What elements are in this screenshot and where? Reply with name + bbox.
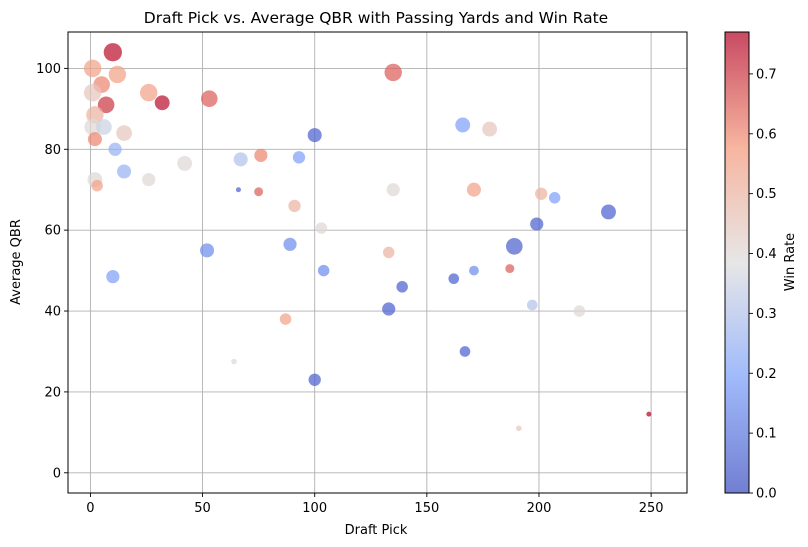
scatter-point xyxy=(91,179,103,192)
colorbar-label: Win Rate xyxy=(783,233,798,291)
scatter-point xyxy=(505,264,515,274)
scatter-point xyxy=(601,204,616,220)
scatter-point xyxy=(108,65,127,84)
scatter-point xyxy=(506,238,523,255)
colorbar-tick-label: 0.2 xyxy=(756,367,777,382)
scatter-point xyxy=(177,155,193,171)
scatter-point xyxy=(448,273,460,285)
scatter-point xyxy=(87,132,102,147)
scatter-point xyxy=(455,117,471,133)
scatter-point xyxy=(573,305,586,317)
scatter-point xyxy=(548,192,561,204)
scatter-point xyxy=(254,187,264,197)
x-tick-label: 150 xyxy=(414,501,439,516)
x-tick-label: 50 xyxy=(194,501,211,516)
x-tick-label: 0 xyxy=(86,501,94,516)
scatter-point xyxy=(292,151,306,164)
y-axis-ticks: 0 20 40 60 80 100 xyxy=(36,62,68,481)
scatter-point xyxy=(279,313,292,325)
scatter-point xyxy=(231,358,237,365)
scatter-point xyxy=(106,270,120,284)
colorbar xyxy=(725,32,749,493)
scatter-point xyxy=(382,302,396,316)
scatter-point xyxy=(142,173,156,187)
colorbar-tick-label: 0.0 xyxy=(756,487,777,502)
colorbar-tick-label: 0.3 xyxy=(756,307,777,322)
y-tick-label: 80 xyxy=(44,143,61,158)
colorbar-ticks: 0.0 0.1 0.2 0.3 0.4 0.5 0.6 0.7 xyxy=(749,67,777,502)
scatter-point xyxy=(317,264,330,277)
scatter-point xyxy=(530,217,544,231)
colorbar-tick-label: 0.7 xyxy=(756,67,777,82)
x-tick-label: 100 xyxy=(302,501,327,516)
scatter-point xyxy=(103,43,123,62)
grid-lines xyxy=(68,32,687,493)
plot-area xyxy=(68,32,687,493)
scatter-point xyxy=(200,90,218,108)
y-axis-label: Average QBR xyxy=(9,219,24,305)
scatter-point xyxy=(97,96,115,114)
scatter-point xyxy=(396,281,408,293)
scatter-point xyxy=(646,411,652,417)
scatter-point xyxy=(84,118,101,136)
scatter-point xyxy=(200,243,215,258)
scatter-point xyxy=(235,187,241,193)
colorbar-tick-label: 0.4 xyxy=(756,247,777,262)
scatter-point xyxy=(382,246,395,259)
scatter-point xyxy=(233,152,248,167)
scatter-point xyxy=(526,299,538,311)
colorbar-tick-label: 0.1 xyxy=(756,427,777,442)
scatter-point xyxy=(154,95,170,111)
scatter-point xyxy=(535,187,548,200)
colorbar-tick-label: 0.6 xyxy=(756,127,777,142)
plot-frame xyxy=(67,31,688,494)
x-axis-ticks: 0 50 100 150 200 250 xyxy=(86,493,664,516)
scatter-point xyxy=(83,83,102,102)
scatter-point xyxy=(283,237,297,251)
scatter-point xyxy=(288,199,301,213)
x-tick-label: 250 xyxy=(639,501,664,516)
scatter-point xyxy=(307,128,322,143)
scatter-point xyxy=(83,59,102,78)
scatter-point xyxy=(384,63,402,82)
scatter-point xyxy=(386,183,400,197)
scatter-point xyxy=(315,222,328,234)
scatter-point xyxy=(116,125,132,141)
colorbar-frame xyxy=(724,31,750,494)
x-axis-label: Draft Pick xyxy=(345,523,408,538)
y-tick-label: 0 xyxy=(53,466,61,481)
y-tick-label: 60 xyxy=(44,224,61,239)
y-tick-label: 40 xyxy=(44,305,61,320)
scatter-point xyxy=(108,142,122,156)
scatter-point xyxy=(466,182,481,197)
scatter-point xyxy=(308,373,321,386)
scatter-point xyxy=(469,265,479,276)
scatter-points xyxy=(83,43,652,432)
scatter-point xyxy=(117,164,132,179)
scatter-point xyxy=(516,425,522,432)
scatter-point xyxy=(459,346,471,357)
chart-title: Draft Pick vs. Average QBR with Passing … xyxy=(144,9,608,27)
colorbar-tick-label: 0.5 xyxy=(756,187,777,202)
scatter-point xyxy=(254,148,268,162)
y-tick-label: 20 xyxy=(44,385,61,400)
scatter-point xyxy=(140,83,158,102)
x-tick-label: 200 xyxy=(527,501,552,516)
scatter-point xyxy=(482,121,498,137)
y-tick-label: 100 xyxy=(36,62,61,77)
scatter-point xyxy=(96,119,112,135)
